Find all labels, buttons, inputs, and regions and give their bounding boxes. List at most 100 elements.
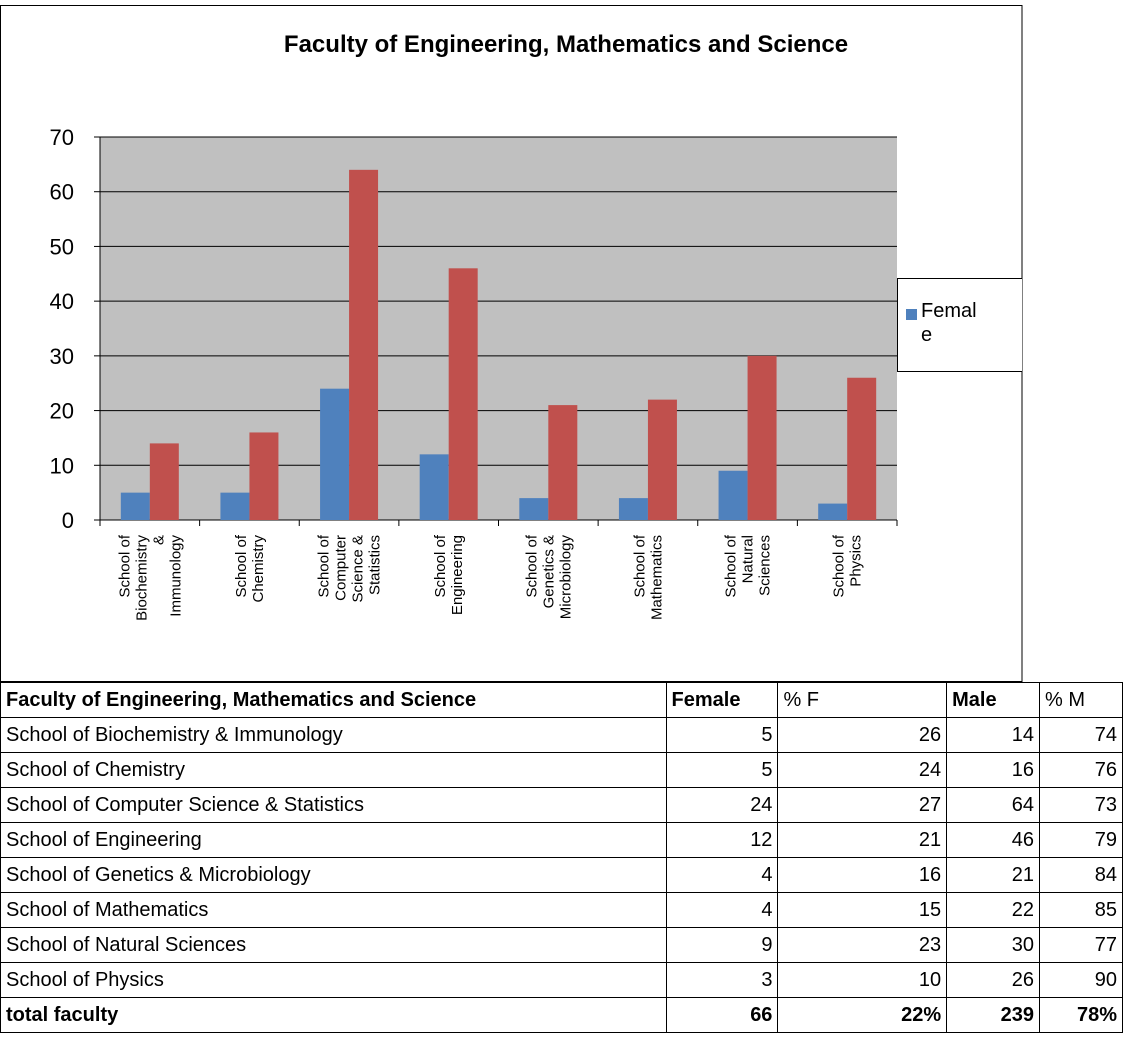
y-tick-label: 20 — [50, 399, 74, 424]
table-cell: 26 — [946, 962, 1041, 998]
y-tick-label: 70 — [50, 125, 74, 150]
table-cell: 30 — [946, 927, 1041, 963]
table-cell: 85 — [1039, 892, 1123, 928]
table-cell: 16 — [777, 857, 948, 893]
table-cell: 79 — [1039, 822, 1123, 858]
table-cell: 84 — [1039, 857, 1123, 893]
x-tick-label: Statistics — [367, 535, 384, 595]
x-tick-label: Chemistry — [250, 535, 267, 603]
x-tick-label: School of — [316, 534, 333, 597]
legend: Female — [897, 278, 1022, 372]
table-cell: 27 — [777, 787, 948, 823]
table-cell: School of Engineering — [0, 822, 667, 858]
table-cell: 15 — [777, 892, 948, 928]
bar — [747, 355, 777, 520]
table-row: School of Biochemistry & Immunology 5 26 14… — [0, 717, 1123, 753]
bar — [349, 169, 379, 521]
x-tick-label: & — [150, 535, 167, 545]
legend-swatch — [906, 309, 917, 320]
x-tick-label: Science & — [350, 535, 367, 603]
x-tick-label: School of — [523, 534, 540, 597]
table-row: total faculty 66 22% 239 78% — [0, 997, 1123, 1033]
table-row: School of Physics 3 10 26 90 — [0, 962, 1123, 998]
table-cell: 16 — [946, 752, 1041, 788]
table-row: School of Genetics & Microbiology 4 16 21 84 — [0, 857, 1123, 893]
table-cell: 90 — [1039, 962, 1123, 998]
table-cell: School of Physics — [0, 962, 667, 998]
table-cell: 73 — [1039, 787, 1123, 823]
x-tick-label: Genetics & — [540, 535, 557, 608]
table-cell: 24 — [665, 787, 779, 823]
table-cell: 239 — [946, 997, 1041, 1033]
y-tick-label: 40 — [50, 289, 74, 314]
table-cell: 12 — [665, 822, 779, 858]
table-cell: total faculty — [0, 997, 667, 1033]
table-cell: 4 — [665, 892, 779, 928]
table-cell: School of Chemistry — [0, 752, 667, 788]
table-row: Faculty of Engineering, Mathematics and … — [0, 682, 1123, 718]
y-tick-label: 60 — [50, 180, 74, 205]
x-tick-label: Immunology — [167, 535, 184, 617]
table-row: School of Natural Sciences 9 23 30 77 — [0, 927, 1123, 963]
bar — [818, 503, 848, 520]
x-tick-label: School of — [432, 534, 449, 597]
table-cell: 22% — [777, 997, 948, 1033]
table-cell: 5 — [665, 717, 779, 753]
legend-label: Female — [921, 300, 977, 346]
table-cell: 21 — [946, 857, 1041, 893]
table-row: School of Engineering 12 21 46 79 — [0, 822, 1123, 858]
table-cell: 46 — [946, 822, 1041, 858]
x-tick-label: School of — [631, 534, 648, 597]
bar — [519, 498, 549, 520]
table-cell: 26 — [777, 717, 948, 753]
bar — [618, 498, 648, 520]
table-cell: 10 — [777, 962, 948, 998]
x-tick-label: Engineering — [449, 535, 466, 615]
table-cell: School of Natural Sciences — [0, 927, 667, 963]
bar — [220, 492, 250, 520]
x-tick-label: School of — [233, 534, 250, 597]
table-cell: 24 — [777, 752, 948, 788]
table-cell: 77 — [1039, 927, 1123, 963]
table-cell: 23 — [777, 927, 948, 963]
table-cell: 66 — [665, 997, 779, 1033]
x-tick-label: Natural — [740, 535, 757, 583]
bar — [320, 388, 350, 520]
table-cell: 21 — [777, 822, 948, 858]
x-tick-label: School of — [831, 534, 848, 597]
y-tick-label: 30 — [50, 344, 74, 369]
x-tick-label: School of — [116, 534, 133, 597]
bar — [120, 492, 150, 520]
plot-area — [100, 137, 897, 520]
table-cell: 9 — [665, 927, 779, 963]
table-cell: School of Computer Science & Statistics — [0, 787, 667, 823]
bar — [847, 377, 877, 520]
table-row: School of Computer Science & Statistics 2… — [0, 787, 1123, 823]
table-cell: School of Genetics & Microbiology — [0, 857, 667, 893]
table-cell: Faculty of Engineering, Mathematics and … — [0, 682, 667, 718]
table-cell: 64 — [946, 787, 1041, 823]
y-tick-label: 10 — [50, 453, 74, 478]
x-tick-label: Sciences — [757, 535, 774, 596]
table-cell: 3 — [665, 962, 779, 998]
x-tick-label: Microbiology — [557, 535, 574, 620]
bar — [718, 470, 748, 520]
table-cell: 14 — [946, 717, 1041, 753]
x-tick-label: Mathematics — [648, 535, 665, 620]
x-tick-label: Physics — [848, 535, 865, 587]
x-tick-label: School of — [723, 534, 740, 597]
table-cell: School of Mathematics — [0, 892, 667, 928]
table-cell: 4 — [665, 857, 779, 893]
x-tick-label: Biochemistry — [133, 535, 150, 621]
table-cell: 76 — [1039, 752, 1123, 788]
bar — [249, 432, 279, 520]
table-cell: % M — [1039, 682, 1123, 718]
table-cell: 74 — [1039, 717, 1123, 753]
bar — [448, 268, 478, 520]
bar — [548, 405, 578, 520]
table-cell: % F — [777, 682, 948, 718]
y-tick-label: 50 — [50, 234, 74, 259]
chart: Faculty of Engineering, Mathematics and … — [0, 5, 1023, 682]
data-table: Faculty of Engineering, Mathematics and … — [0, 682, 1123, 1033]
